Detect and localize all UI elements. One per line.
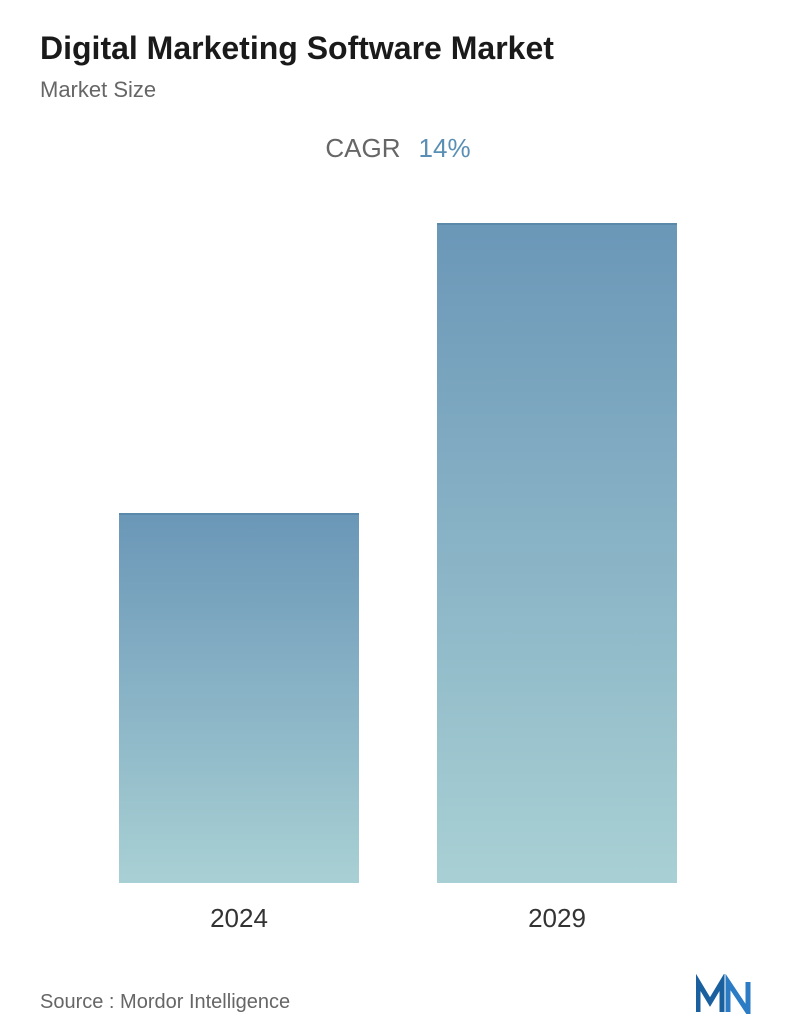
bar-label-0: 2024 — [210, 903, 268, 934]
mordor-logo-icon — [696, 974, 756, 1014]
bar-0 — [119, 513, 359, 883]
bar-label-1: 2029 — [528, 903, 586, 934]
chart-container: Digital Marketing Software Market Market… — [0, 0, 796, 1034]
bar-group-1: 2029 — [437, 223, 677, 934]
cagr-value: 14% — [419, 133, 471, 163]
bar-1 — [437, 223, 677, 883]
bar-group-0: 2024 — [119, 513, 359, 934]
chart-title: Digital Marketing Software Market — [40, 30, 756, 67]
footer: Source : Mordor Intelligence — [40, 964, 756, 1014]
cagr-label: CAGR — [325, 133, 400, 163]
chart-subtitle: Market Size — [40, 77, 756, 103]
source-text: Source : Mordor Intelligence — [40, 991, 290, 1014]
chart-area: 2024 2029 — [40, 204, 756, 934]
cagr-row: CAGR 14% — [40, 133, 756, 164]
